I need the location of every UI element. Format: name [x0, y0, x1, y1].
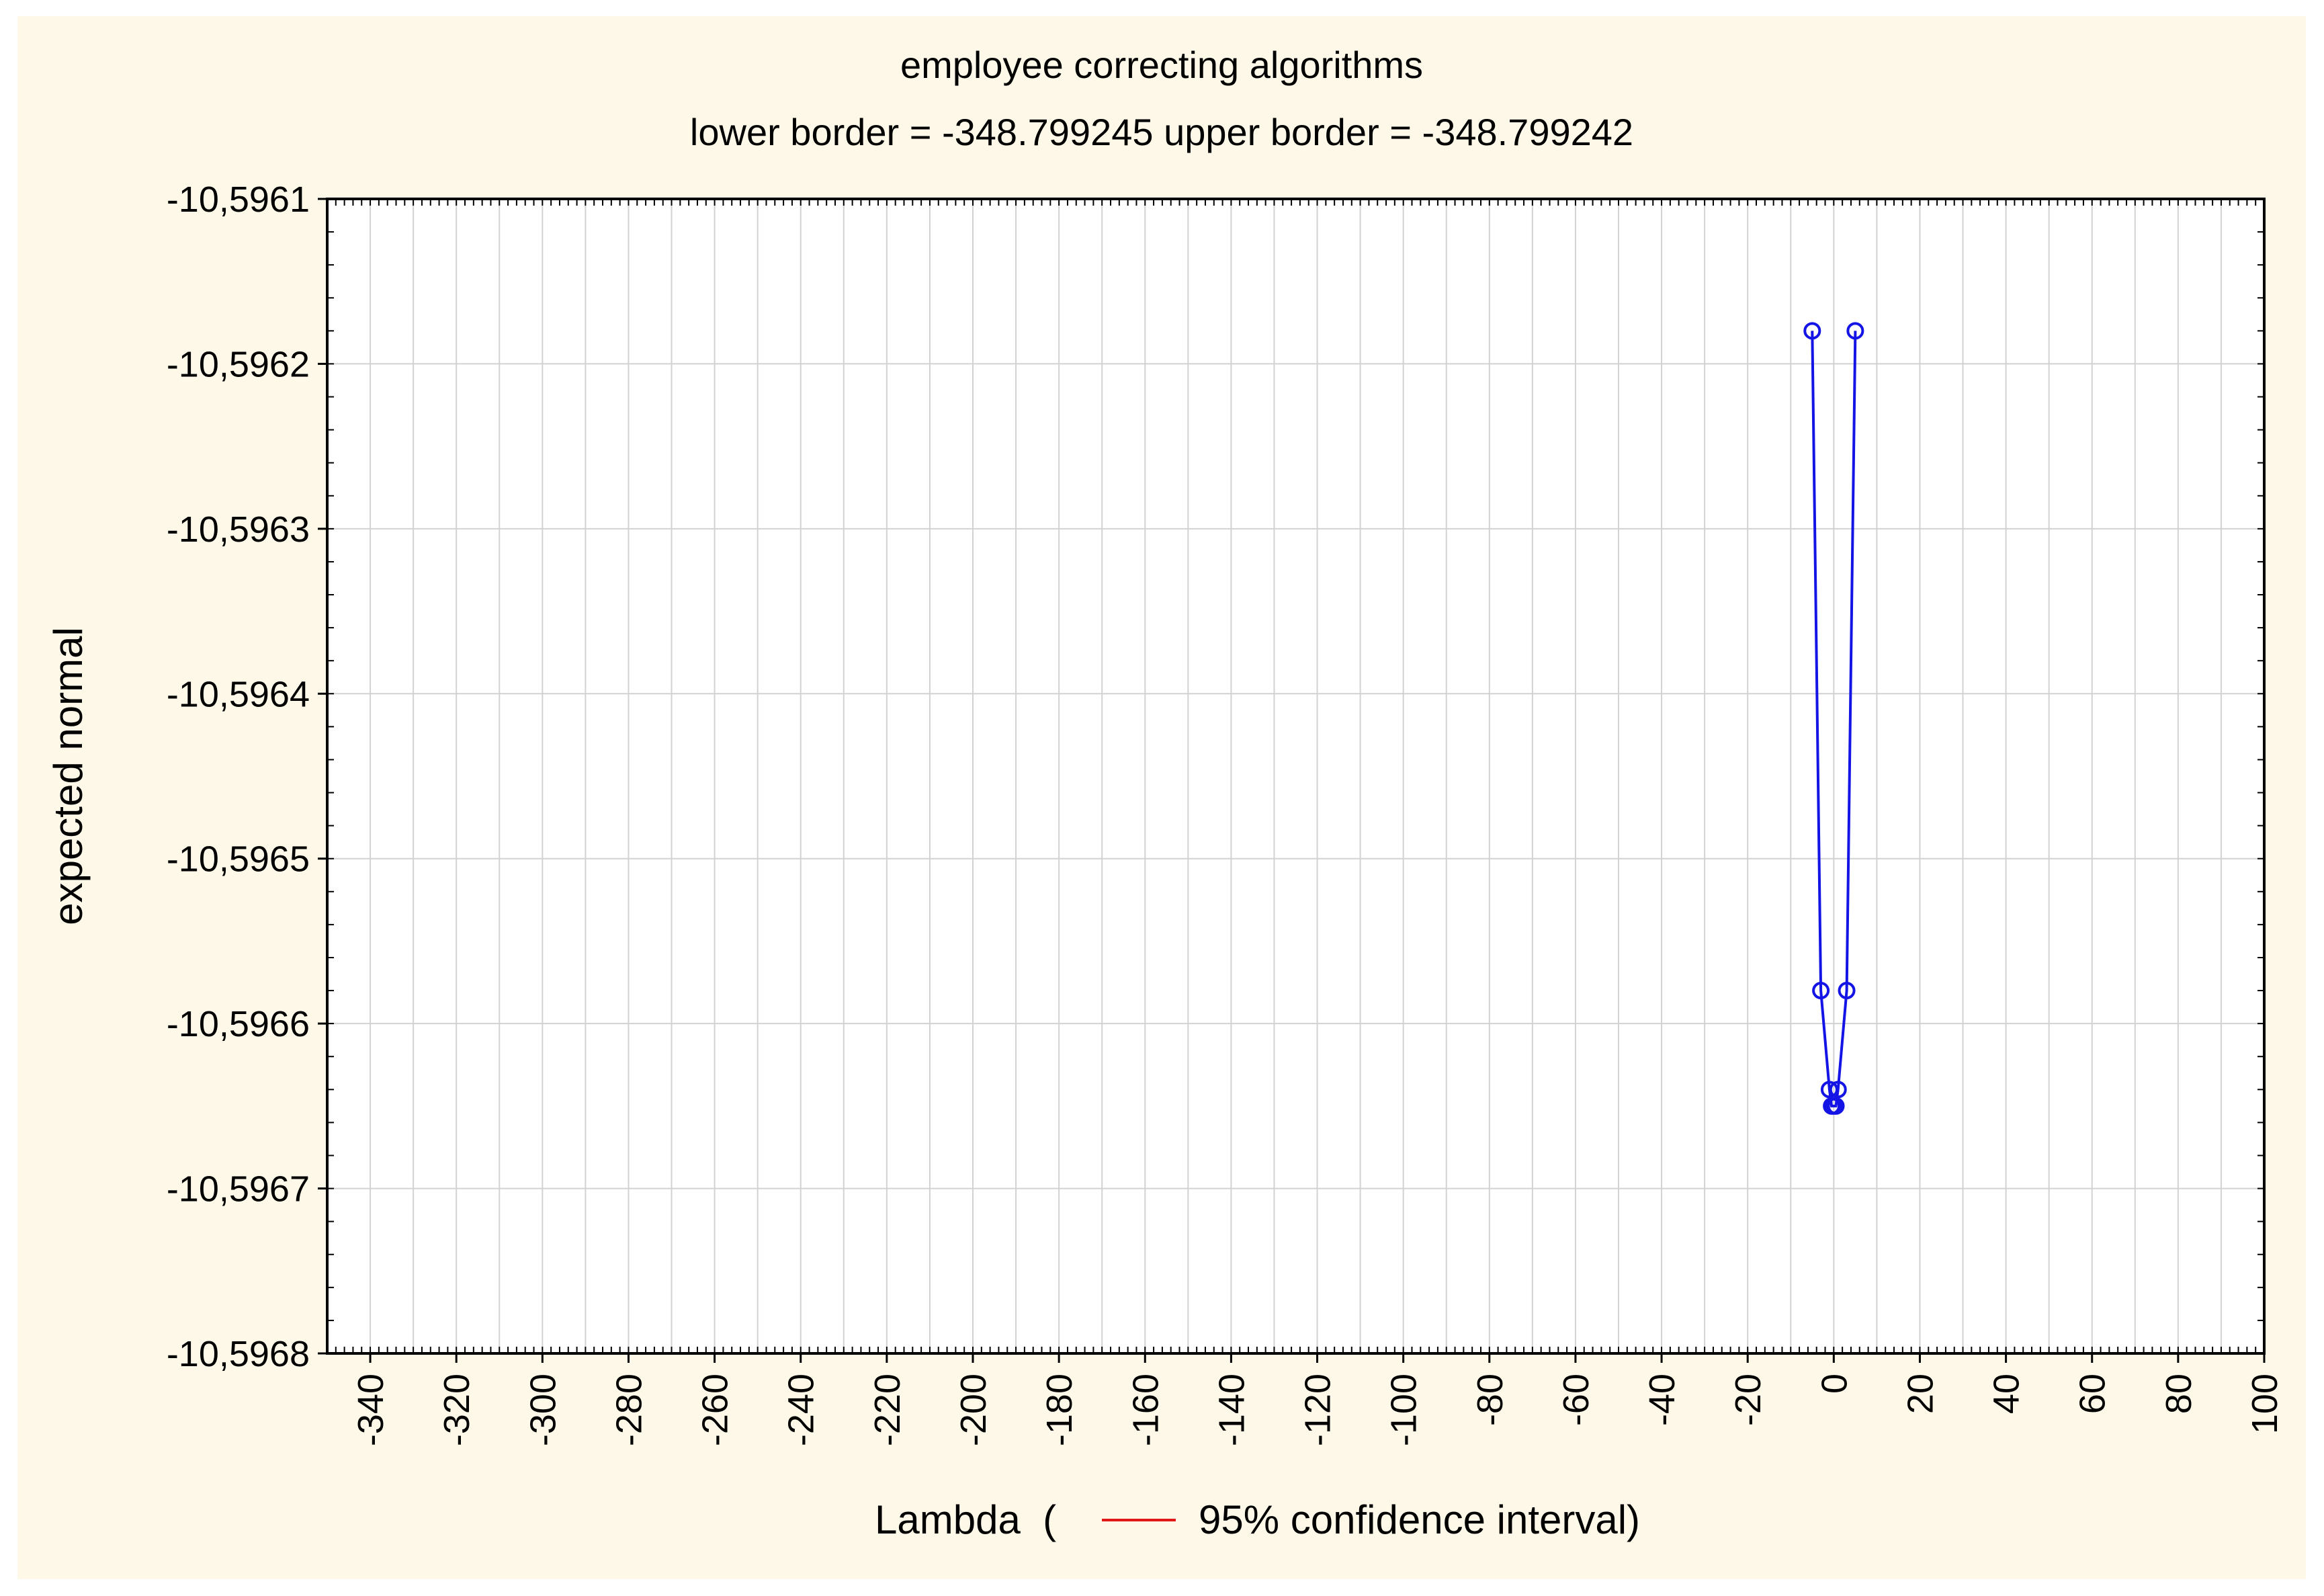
data-point-marker	[1838, 982, 1856, 1000]
x-tick-label: 40	[1987, 1374, 2027, 1414]
x-tick-label: -60	[1556, 1374, 1596, 1426]
x-tick-label: -40	[1642, 1374, 1682, 1426]
data-point-marker	[1803, 322, 1821, 340]
legend-confidence-label: 95% confidence interval)	[1199, 1497, 1640, 1542]
series-line	[1811, 331, 1857, 1107]
x-tick-label: -80	[1470, 1374, 1510, 1426]
y-tick-label: -10,5962	[167, 344, 310, 384]
minor-ticks	[327, 198, 2265, 1354]
data-point-marker	[1820, 1081, 1838, 1099]
y-tick-label: -10,5967	[167, 1169, 310, 1210]
y-tick-label: -10,5964	[167, 674, 310, 714]
data-point-marker	[1827, 1097, 1845, 1115]
x-tick-label: 20	[1900, 1374, 1940, 1414]
x-tick-label: -320	[437, 1374, 477, 1446]
plot-border	[326, 198, 2266, 1355]
x-tick-label: -340	[351, 1374, 391, 1446]
y-tick-label: -10,5963	[167, 509, 310, 550]
x-tick-label: -180	[1039, 1374, 1080, 1446]
x-tick-label: -300	[523, 1374, 563, 1446]
data-point-marker	[1829, 1081, 1847, 1099]
chart-title: employee correcting algorithms	[900, 44, 1423, 86]
x-tick-label: -100	[1384, 1374, 1424, 1446]
x-tick-label: -20	[1728, 1374, 1768, 1426]
x-tick-label: 100	[2245, 1374, 2285, 1434]
x-tick-label: -220	[867, 1374, 908, 1446]
data-point-marker	[1846, 322, 1864, 340]
x-tick-label: -140	[1211, 1374, 1252, 1446]
plot-area	[327, 199, 2264, 1353]
x-tick-label: 0	[1814, 1374, 1854, 1394]
x-tick-label: -260	[695, 1374, 736, 1446]
x-tick-label: -200	[953, 1374, 994, 1446]
data-point-marker	[1812, 982, 1830, 1000]
x-tick-label: 60	[2073, 1374, 2113, 1414]
chart-subtitle: lower border = -348.799245 upper border …	[690, 111, 1633, 153]
x-tick-label: -160	[1125, 1374, 1166, 1446]
grid	[327, 199, 2264, 1353]
y-tick-label: -10,5966	[167, 1004, 310, 1044]
y-tick-labels: -10,5961 -10,5962 -10,5963 -10,5964 -10,5965…	[167, 179, 327, 1374]
chart: employee correcting algorithms lower bor…	[46, 44, 2285, 1542]
y-tick-label: -10,5961	[167, 179, 310, 220]
x-tick-label: -240	[781, 1374, 822, 1446]
series-layer	[1803, 322, 1864, 1115]
x-tick-label: 80	[2159, 1374, 2199, 1414]
chart-frame: employee correcting algorithms lower bor…	[17, 16, 2306, 1579]
x-axis-label-prefix: Lambda (	[875, 1497, 1056, 1542]
y-tick-label: -10,5965	[167, 839, 310, 880]
x-tick-label: -280	[609, 1374, 649, 1446]
x-tick-label: -120	[1298, 1374, 1338, 1446]
x-tick-labels: -340 -320 -300 -280 -260 -240 -220 -200 -180 -160…	[351, 1353, 2285, 1446]
y-tick-label: -10,5968	[167, 1334, 310, 1374]
y-axis-label: expected normal	[46, 627, 91, 925]
